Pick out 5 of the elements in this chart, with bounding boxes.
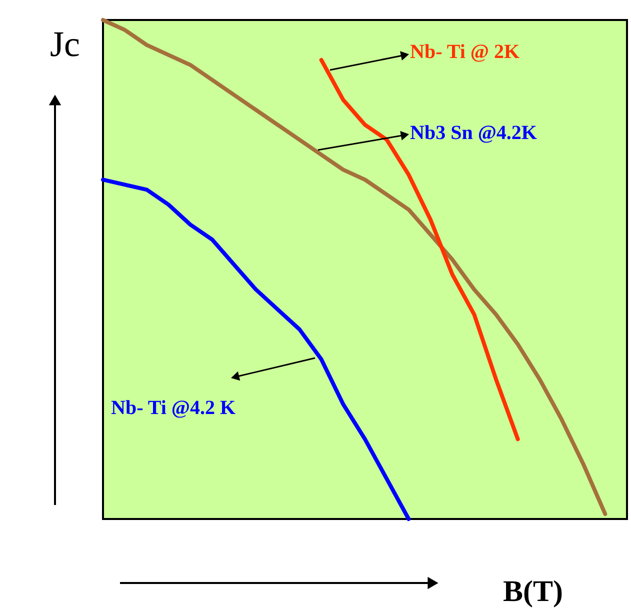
annotation: Nb- Ti @4.2 K (111, 397, 236, 419)
y-axis-title: Jc (50, 24, 80, 64)
annotation: Nb- Ti @ 2K (410, 41, 520, 63)
x-axis-title: B(T) (503, 575, 563, 608)
annotation: Nb3 Sn @4.2K (410, 122, 538, 144)
